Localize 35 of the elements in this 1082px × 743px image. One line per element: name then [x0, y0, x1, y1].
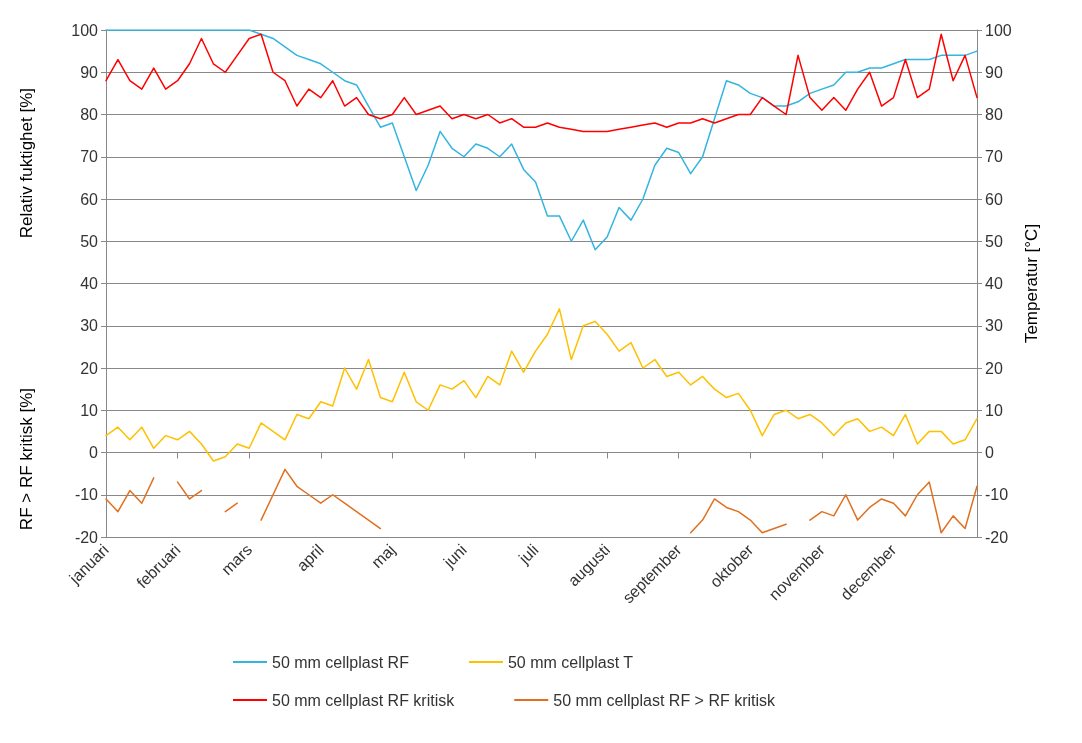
- legend-label: 50 mm cellplast T: [507, 653, 634, 671]
- y2-tick-label: 60: [985, 190, 1003, 208]
- y-tick-label: 80: [80, 106, 99, 123]
- y-tick-label: -10: [74, 486, 99, 504]
- y-tick-label: 60: [80, 190, 99, 208]
- y-tick-label: 50: [80, 232, 99, 250]
- y2-tick-label: 100: [985, 21, 1012, 39]
- y2-tick-label: 50: [985, 232, 1003, 250]
- y2-tick-label: 10: [985, 401, 1003, 419]
- y-tick-label: 10: [80, 401, 99, 419]
- y-tick-label: 0: [89, 444, 99, 461]
- y2-tick-label: 80: [985, 106, 1003, 123]
- y-tick-label: 100: [71, 21, 99, 39]
- y2-tick-label: -20: [985, 528, 1009, 546]
- y-tick-label: 30: [80, 317, 99, 335]
- y2-tick-label: 20: [985, 359, 1003, 377]
- y-axis-title: Relativ fuktighet [%]: [17, 87, 36, 239]
- y2-tick-label: 30: [985, 317, 1003, 335]
- y2-tick-label: -10: [985, 486, 1009, 504]
- y-tick-label: 90: [80, 63, 99, 81]
- x-tick-label: maj: [368, 540, 399, 572]
- y-tick-label: 20: [80, 359, 99, 377]
- y2-tick-label: 90: [985, 63, 1003, 81]
- y-tick-label: 40: [80, 275, 99, 292]
- legend-label: 50 mm cellplast RF: [272, 653, 410, 671]
- y-tick-label: 70: [80, 148, 99, 166]
- y2-axis-title: Temperatur [°C]: [1021, 223, 1041, 344]
- legend-label: 50 mm cellplast RF kritisk: [272, 691, 456, 709]
- y2-tick-label: 70: [985, 148, 1003, 166]
- y2-tick-label: 0: [985, 444, 994, 461]
- y-tick-label: -20: [74, 528, 99, 546]
- legend-label: 50 mm cellplast RF > RF kritisk: [553, 691, 777, 709]
- x-tick-label: juli: [514, 540, 542, 568]
- y2-tick-label: 40: [985, 275, 1003, 292]
- text: RF > RF kritisk [%]: [17, 387, 36, 531]
